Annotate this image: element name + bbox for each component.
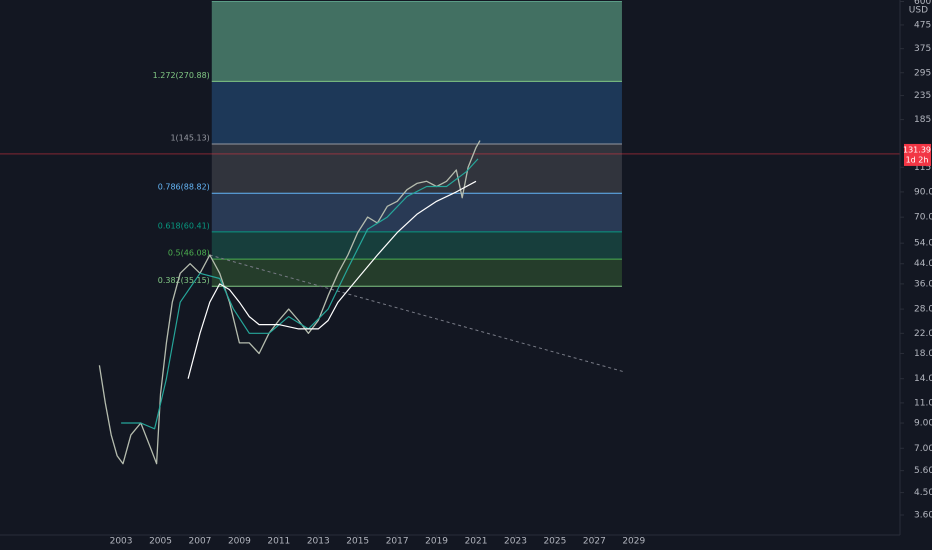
price-tag-label: 131.39 bbox=[903, 145, 931, 154]
fib-band bbox=[211, 1, 622, 82]
fib-label: 0.382(35.15) bbox=[158, 276, 210, 285]
y-tick-label: 5.60 bbox=[914, 466, 932, 476]
y-tick-label: 54.00 bbox=[914, 239, 932, 249]
y-tick-label: 475.00 bbox=[914, 20, 932, 30]
x-tick-label: 2017 bbox=[386, 537, 409, 547]
y-tick-label: 18.00 bbox=[914, 349, 932, 359]
series-line bbox=[121, 158, 479, 430]
y-tick-label: 44.00 bbox=[914, 259, 932, 269]
fib-band bbox=[211, 231, 622, 260]
y-tick-label: 11.00 bbox=[914, 398, 932, 408]
fib-label: 0.5(46.08) bbox=[168, 249, 210, 258]
fib-label: 1.272(270.88) bbox=[153, 71, 210, 80]
y-tick-label: 4.50 bbox=[914, 488, 932, 498]
fib-label: 0.618(60.41) bbox=[158, 221, 210, 230]
x-tick-label: 2015 bbox=[346, 537, 369, 547]
y-tick-label: 36.00 bbox=[914, 279, 932, 289]
fib-band bbox=[211, 259, 622, 287]
fib-band bbox=[211, 143, 622, 194]
y-tick-label: 9.00 bbox=[914, 419, 932, 429]
series-line bbox=[98, 140, 481, 465]
fib-band bbox=[211, 193, 622, 232]
y-tick-label: 70.00 bbox=[914, 213, 932, 223]
y-tick-label: 7.00 bbox=[914, 444, 932, 454]
x-tick-label: 2025 bbox=[543, 537, 566, 547]
y-tick-label: 22.00 bbox=[914, 329, 932, 339]
x-tick-label: 2027 bbox=[583, 537, 606, 547]
fib-group: 1.272(270.88) 1(145.13) 0.786(88.82) 0.618(… bbox=[0, 0, 900, 287]
price-tag bbox=[904, 143, 931, 166]
y-tick-label: 375.00 bbox=[914, 44, 932, 54]
lines-group bbox=[98, 140, 625, 465]
series-line bbox=[187, 180, 477, 379]
x-tick-label: 2009 bbox=[228, 537, 251, 547]
x-tick-label: 2013 bbox=[307, 537, 330, 547]
y-tick-label: 115.00 bbox=[914, 163, 932, 173]
x-tick-label: 2007 bbox=[189, 537, 212, 547]
y-tick-label: 28.00 bbox=[914, 305, 932, 315]
y-tick-label: 235.00 bbox=[914, 91, 932, 101]
y-tick-label: 600.00 bbox=[914, 0, 932, 7]
currency: USD bbox=[909, 6, 928, 16]
x-tick-label: 2011 bbox=[267, 537, 290, 547]
x-tick-label: 2023 bbox=[504, 537, 527, 547]
x-tick-label: 2019 bbox=[425, 537, 448, 547]
x-tick-label: 2021 bbox=[465, 537, 488, 547]
x-tick-label: 2005 bbox=[149, 537, 172, 547]
fib-label: 0.786(88.82) bbox=[158, 183, 210, 192]
y-tick-label: 14.00 bbox=[914, 374, 932, 384]
y-tick-label: 295.00 bbox=[914, 68, 932, 78]
x-tick-label: 2029 bbox=[622, 537, 645, 547]
fib-band bbox=[211, 81, 622, 144]
fib-label: 1(145.13) bbox=[170, 133, 209, 142]
y-tick-label: 185.00 bbox=[914, 115, 932, 125]
countdown-label: 1d 2h bbox=[906, 155, 929, 164]
x-tick-label: 2003 bbox=[110, 537, 133, 547]
y-tick-label: 90.00 bbox=[914, 187, 932, 197]
y-tick-label: 3.60 bbox=[914, 511, 932, 521]
